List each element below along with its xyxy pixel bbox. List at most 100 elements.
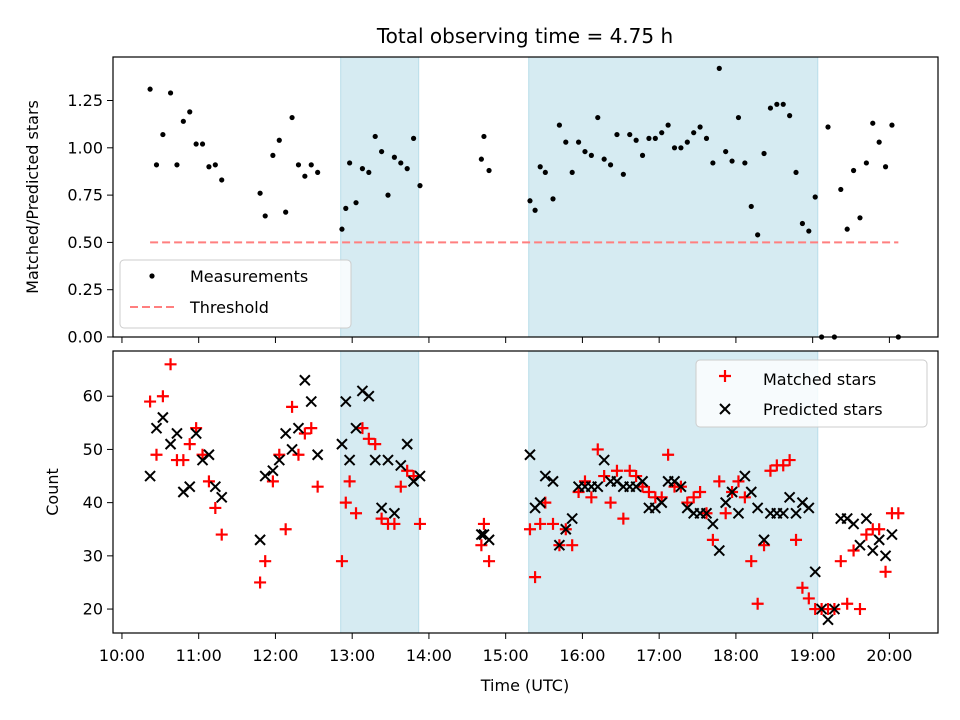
matched-star-point — [144, 395, 157, 408]
predicted-star-point — [713, 544, 725, 557]
predicted-star-point — [216, 491, 228, 504]
measurement-point — [639, 152, 646, 158]
matched-star-point — [732, 475, 745, 488]
predicted-star-point — [879, 550, 892, 562]
predicted-star-point — [598, 454, 610, 466]
predicted-star-point — [267, 465, 279, 477]
measurement-point — [537, 164, 543, 170]
measurement-point — [582, 148, 588, 155]
bottom-shaded-region — [340, 350, 420, 634]
measurement-point — [710, 160, 716, 166]
measurement-point — [308, 162, 314, 168]
measurement-point — [486, 167, 492, 174]
measurement-point — [850, 167, 857, 174]
bottom-axes-frame — [112, 350, 939, 634]
matched-star-point — [350, 507, 363, 520]
measurement-point — [838, 186, 844, 193]
bottom-y-tick-label: 60 — [83, 387, 103, 406]
top-x-ticks — [121, 337, 890, 343]
measurement-point — [633, 137, 639, 143]
measurement-point — [147, 86, 153, 92]
matched-star-point — [529, 571, 542, 584]
predicted-star-point — [803, 502, 815, 514]
matched-star-point — [623, 464, 636, 477]
bottom-x-tick-label: 15:00 — [483, 646, 529, 665]
measurement-point — [652, 135, 658, 141]
measurement-point — [283, 209, 289, 215]
measurement-point — [614, 131, 620, 138]
matched-star-point — [266, 475, 279, 488]
predicted-star-point — [340, 395, 352, 408]
measurement-point — [595, 114, 601, 121]
matched-star-point — [177, 454, 190, 467]
predicted-star-point — [592, 480, 604, 493]
measurement-point — [276, 137, 282, 143]
measurement-point — [761, 150, 767, 157]
measurement-point — [889, 122, 895, 128]
measurement-point — [347, 160, 353, 166]
measurement-point — [219, 177, 225, 183]
measurement-point — [620, 171, 626, 177]
matched-star-point — [254, 576, 267, 589]
matched-star-point — [286, 400, 299, 413]
predicted-star-point — [732, 507, 745, 519]
matched-star-point — [719, 507, 732, 520]
measurement-point — [550, 196, 556, 202]
measurement-point — [372, 133, 378, 140]
measurement-point — [703, 135, 710, 141]
matched-star-point — [305, 422, 318, 435]
bottom-x-tick-label: 20:00 — [866, 646, 912, 665]
predicted-star-point — [305, 395, 317, 408]
matched-star-point — [764, 464, 777, 477]
matched-star-point — [598, 470, 611, 483]
top-shaded-region — [340, 56, 420, 338]
measurement-point — [723, 148, 729, 155]
matched-star-point — [585, 491, 598, 504]
top-axes-frame — [112, 56, 939, 338]
predicted-star-point — [739, 470, 751, 482]
predicted-star-point — [254, 534, 266, 546]
measurement-point — [302, 173, 308, 179]
bottom-y-tick-label: 20 — [83, 600, 103, 619]
bottom-y-tick-label: 40 — [83, 493, 103, 512]
predicted-star-point — [783, 491, 796, 504]
matched-star-point — [687, 491, 700, 504]
predicted-star-point — [292, 422, 305, 434]
predicted-star-point — [259, 470, 271, 482]
matched-star-point — [339, 496, 352, 509]
matched-star-point — [751, 597, 764, 610]
measurement-point — [167, 90, 174, 96]
measurement-point — [671, 145, 678, 151]
matched-star-point — [164, 358, 177, 371]
legend-predicted-label: Predicted stars — [763, 400, 883, 419]
matched-star-point — [534, 517, 547, 530]
matched-star-point — [394, 480, 407, 493]
matched-star-point — [610, 464, 623, 477]
measurement-point — [417, 183, 423, 189]
matched-star-point — [413, 517, 426, 530]
bottom-x-tick-label: 10:00 — [99, 646, 145, 665]
measurement-point — [527, 198, 533, 204]
predicted-star-point — [184, 480, 196, 493]
measurement-point — [481, 133, 487, 140]
predicted-star-point — [566, 512, 578, 525]
bottom-x-tick-label: 13:00 — [329, 646, 375, 665]
top-chart-title: Total observing time = 4.75 h — [376, 24, 673, 48]
bottom-x-tick-label: 11:00 — [176, 646, 222, 665]
matched-star-point — [591, 443, 604, 456]
measurement-point — [174, 162, 180, 168]
top-y-tick-label: 1.00 — [67, 138, 103, 157]
measurement-point — [627, 131, 633, 138]
predicted-star-point — [534, 496, 546, 509]
bottom-x-tick-label: 19:00 — [790, 646, 836, 665]
measurement-point — [206, 164, 212, 170]
matched-star-point — [215, 528, 228, 541]
measurement-point — [767, 105, 774, 111]
matched-star-point — [375, 512, 388, 525]
matched-star-point — [547, 517, 559, 530]
measurement-point — [180, 118, 186, 124]
predicted-star-point — [719, 496, 732, 509]
measurement-point — [825, 124, 831, 130]
measurement-point — [863, 160, 869, 166]
measurement-point — [270, 152, 276, 158]
